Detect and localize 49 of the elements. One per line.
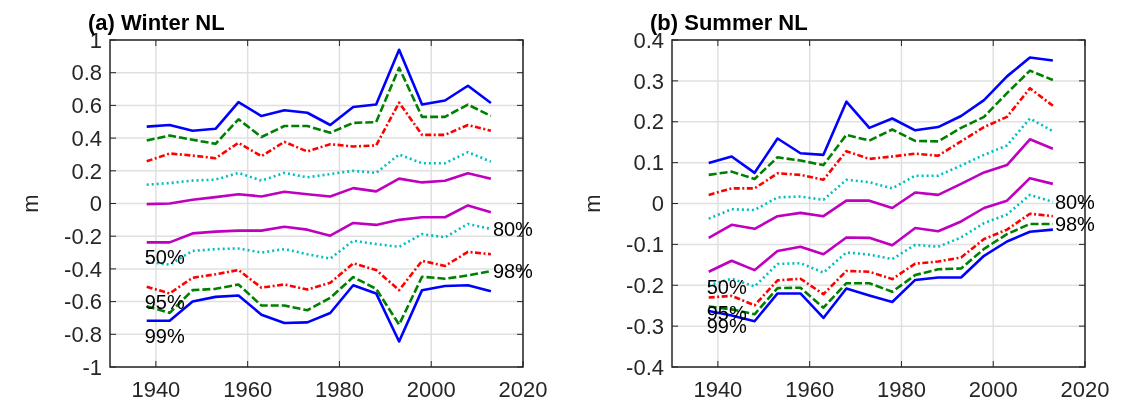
y-tick-label: -0.8: [64, 322, 102, 347]
y-tick-label: -0.4: [626, 354, 664, 380]
line-series: [145, 48, 493, 133]
line-series: [145, 150, 493, 186]
y-tick-label: 0: [651, 191, 664, 217]
y-tick-label: -1: [82, 354, 102, 380]
x-tick-label: 2020: [498, 377, 548, 402]
y-tick-label: -0.2: [64, 223, 102, 249]
x-tick-label: 1940: [131, 377, 181, 402]
line-series: [707, 212, 1055, 307]
x-tick-label: 2000: [406, 377, 456, 402]
y-tick-label: 0.8: [71, 60, 102, 86]
x-tick-label: 1940: [693, 377, 743, 402]
y-tick-label: -0.1: [626, 232, 664, 258]
x-tick-label: 1960: [223, 377, 273, 402]
x-tick-label: 1960: [785, 377, 835, 402]
series-label: 50%: [706, 275, 747, 298]
line-series: [145, 204, 493, 244]
line-series: [707, 56, 1055, 175]
line-series: [145, 250, 493, 295]
series-label: 50%: [144, 246, 185, 269]
y-axis-title: m: [18, 194, 43, 213]
y-tick-label: -0.3: [626, 313, 664, 339]
y-tick-label: 0.2: [633, 109, 664, 135]
y-tick-label: 0.1: [633, 150, 664, 176]
line-series: [707, 176, 1055, 274]
x-tick-label: 1980: [314, 377, 364, 402]
line-series: [145, 171, 493, 206]
series-label: 95%: [144, 290, 185, 313]
line-series: [707, 117, 1055, 220]
series-label: 99%: [144, 324, 185, 347]
y-tick-label: -0.4: [64, 256, 102, 282]
x-tick-label: 2000: [968, 377, 1018, 402]
x-tick-label: 2020: [1060, 377, 1110, 402]
line-series: [145, 66, 493, 146]
y-tick-label: 0: [89, 191, 102, 217]
line-series: [145, 101, 493, 163]
line-series: [707, 86, 1055, 197]
y-tick-label: -0.2: [626, 272, 664, 298]
y-tick-label: -0.6: [64, 289, 102, 315]
line-series: [145, 283, 493, 343]
y-tick-label: 0.2: [71, 158, 102, 184]
line-series: [707, 69, 1055, 181]
x-tick-label: 1980: [876, 377, 926, 402]
y-axis-title: m: [580, 194, 605, 213]
y-tick-label: 0.4: [71, 125, 102, 151]
y-tick-label: 0.3: [633, 68, 664, 94]
y-tick-label: 0.6: [71, 93, 102, 119]
line-series: [707, 138, 1055, 240]
